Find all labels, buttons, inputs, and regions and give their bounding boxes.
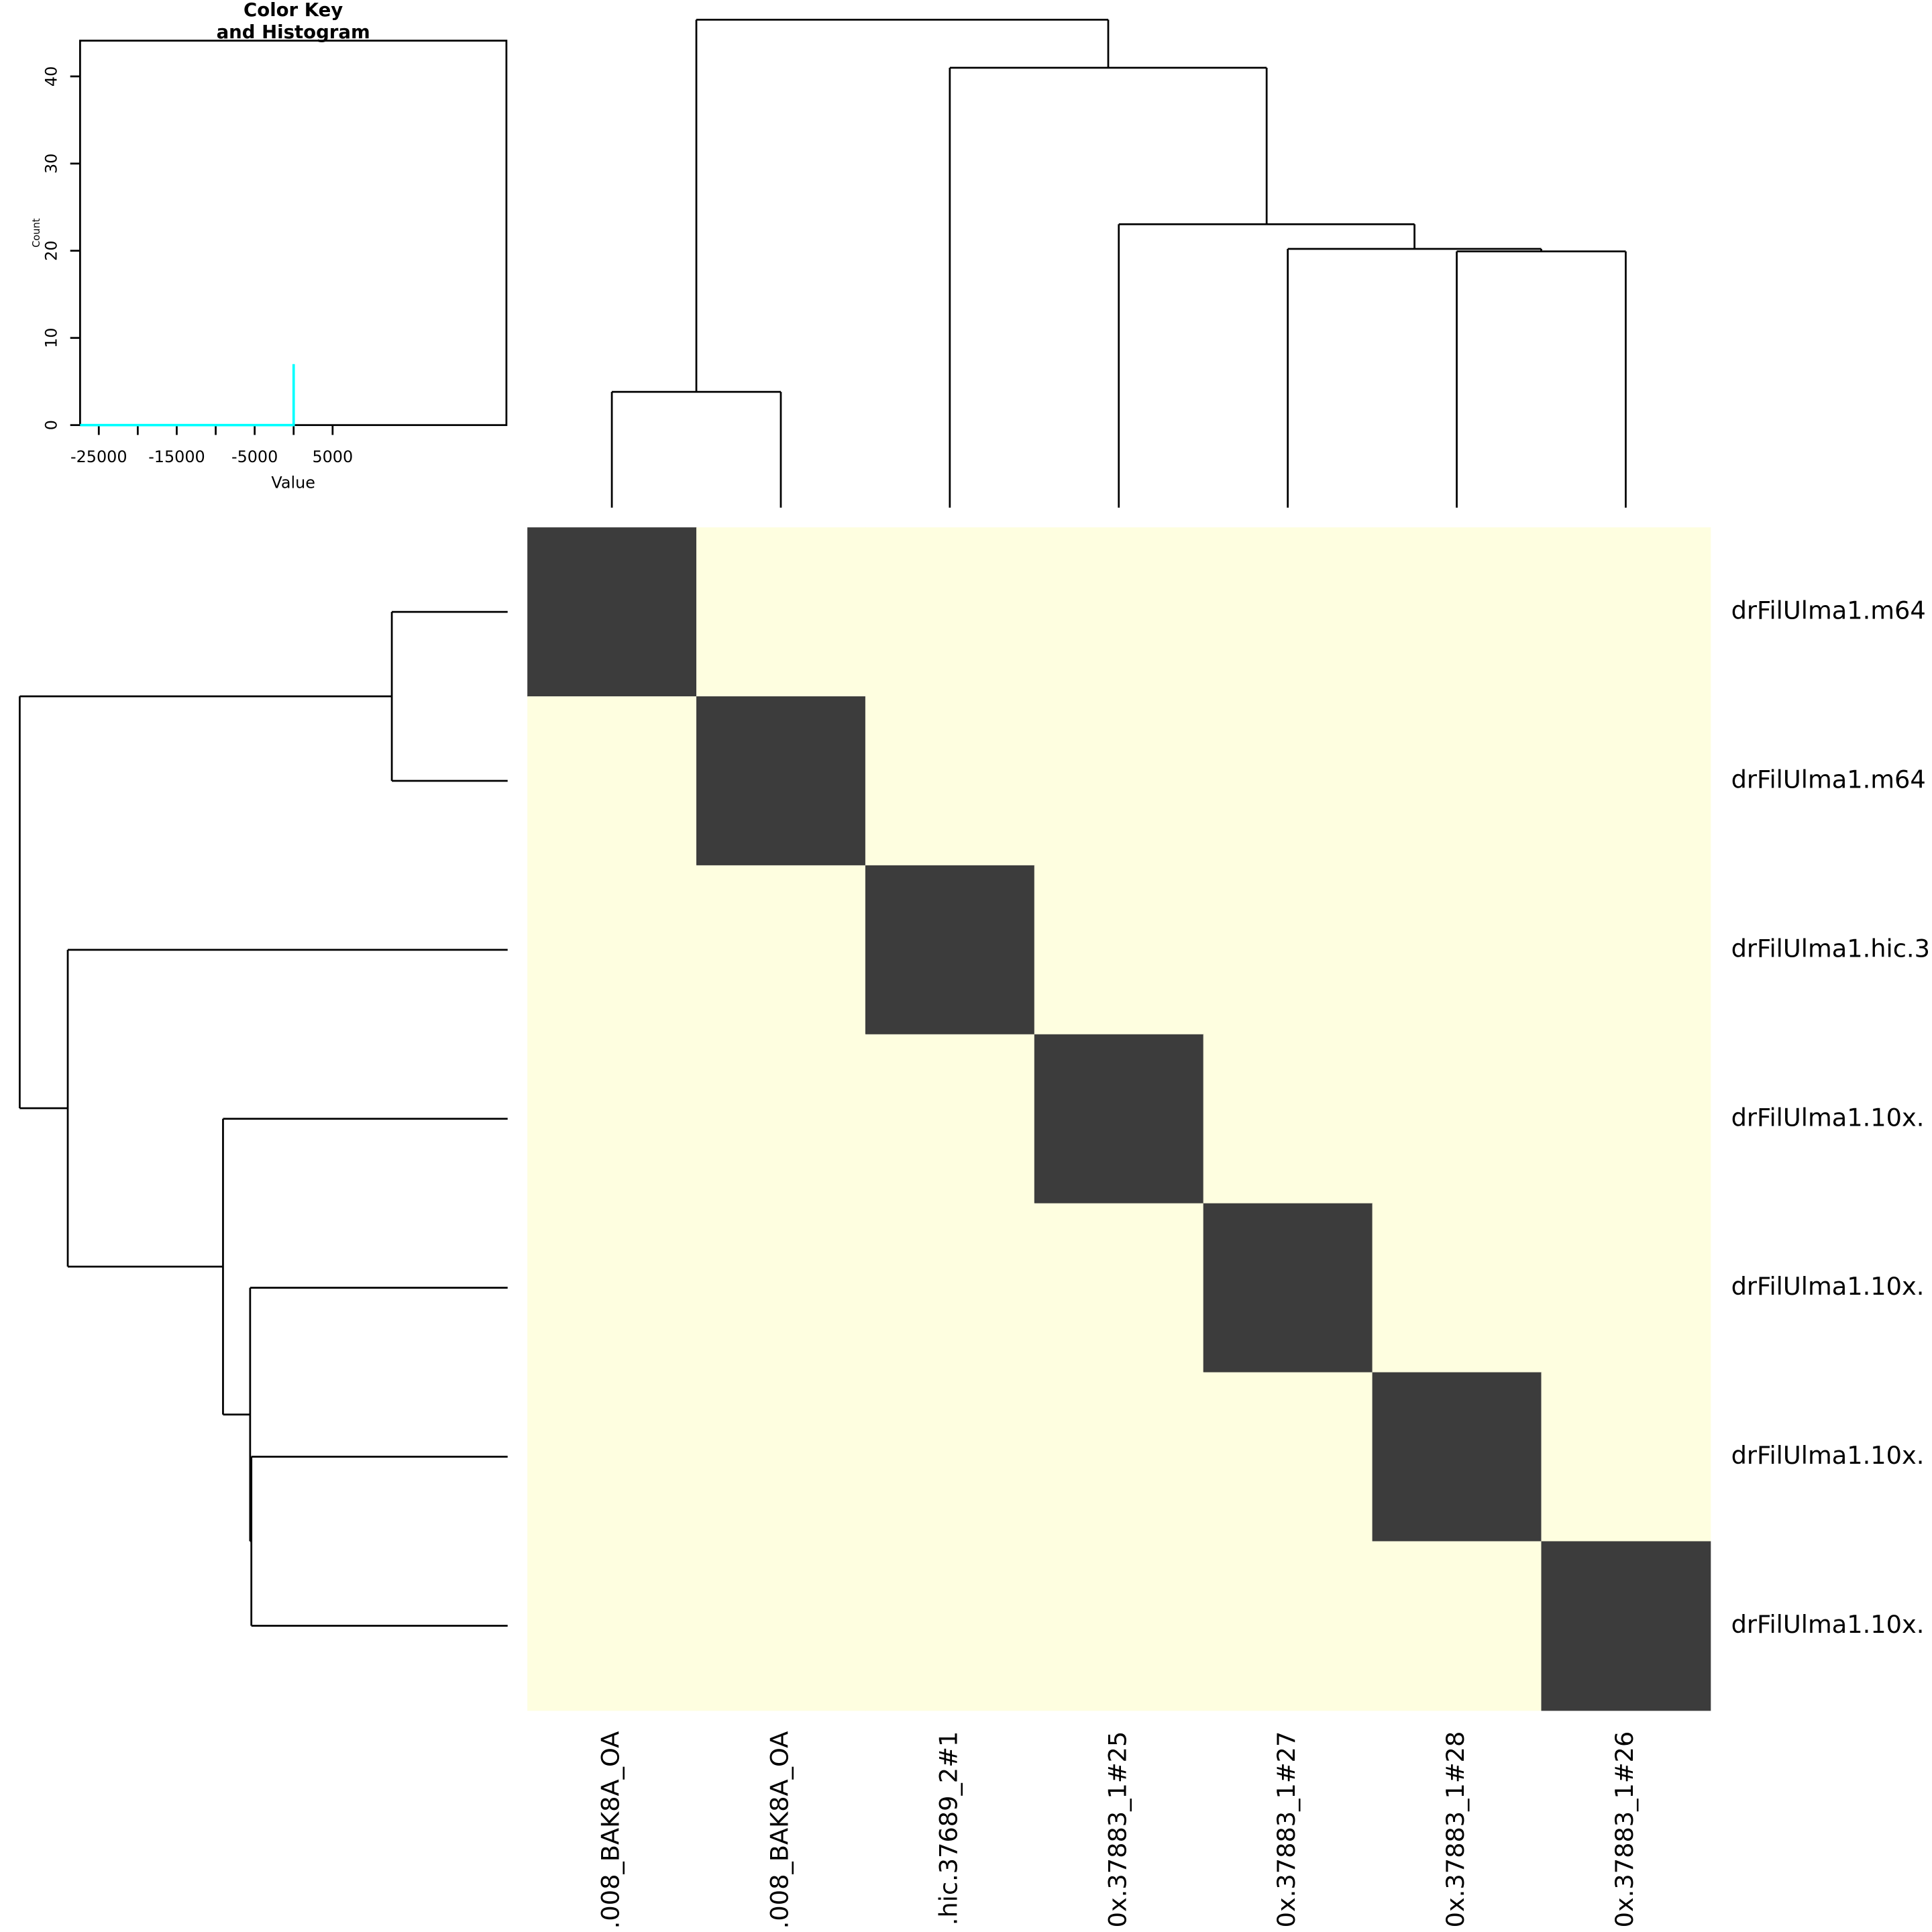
- heatmap-cell: [696, 1203, 866, 1373]
- heatmap-cell: [1203, 696, 1373, 866]
- heatmap-cell: [1372, 865, 1542, 1035]
- heatmap-cell: [527, 865, 697, 1035]
- column-label: 0x.37883_1#27: [1272, 1731, 1301, 1928]
- heatmap-cell: [865, 696, 1035, 866]
- heatmap-cell: [527, 1541, 697, 1711]
- heatmap-cell: [865, 527, 1035, 697]
- heatmap-cell: [1541, 1372, 1711, 1542]
- heatmap-cell: [1541, 527, 1711, 697]
- heatmap-cell: [696, 1034, 866, 1204]
- heatmap-cell: [1034, 865, 1204, 1035]
- heatmap-cell: [1203, 1203, 1373, 1373]
- heatmap-cell: [1034, 1034, 1204, 1204]
- heatmap-cell: [1541, 1203, 1711, 1373]
- y-axis-label: Count: [31, 218, 42, 248]
- row-label: drFilUlma1.m64: [1731, 765, 1926, 794]
- heatmap-cell: [696, 696, 866, 866]
- heatmap-cell: [1034, 1203, 1204, 1373]
- heatmap-cell: [1372, 1034, 1542, 1204]
- row-label: drFilUlma1.10x.: [1731, 1441, 1925, 1470]
- y-tick-label: 20: [42, 241, 60, 261]
- density-trace: [80, 364, 295, 427]
- heatmap-cell: [1034, 1372, 1204, 1542]
- heatmap-cell: [1372, 527, 1542, 697]
- heatmap-cell: [865, 1203, 1035, 1373]
- heatmap-cell: [865, 1541, 1035, 1711]
- heatmap-cell: [1203, 1034, 1373, 1204]
- heatmap-cell: [696, 1372, 866, 1542]
- heatmap-cell: [865, 1034, 1035, 1204]
- heatmap-cell: [1541, 1541, 1711, 1711]
- row-label: drFilUlma1.hic.3: [1731, 934, 1930, 963]
- column-label: 0x.37883_1#26: [1610, 1731, 1639, 1928]
- column-label: .008_BAK8A_OA: [596, 1731, 625, 1929]
- heatmap-cell: [1541, 865, 1711, 1035]
- heatmap-cell: [1372, 696, 1542, 866]
- heatmap-cell: [1203, 865, 1373, 1035]
- y-tick-label: 40: [42, 66, 60, 87]
- chart-title: Color Key: [244, 0, 343, 21]
- column-label: .hic.37689_2#1: [934, 1731, 963, 1926]
- heatmap-cell: [865, 865, 1035, 1035]
- heatmap-cell: [1541, 696, 1711, 866]
- column-label: 0x.37883_1#25: [1103, 1731, 1132, 1928]
- row-label: drFilUlma1.10x.: [1731, 1272, 1925, 1301]
- x-tick-label: -15000: [148, 447, 205, 466]
- y-tick-label: 30: [42, 154, 60, 174]
- heatmap-cell: [527, 1372, 697, 1542]
- heatmap-cell: [1203, 527, 1373, 697]
- heatmap-cell: [865, 1372, 1035, 1542]
- heatmap-cell: [1034, 1541, 1204, 1711]
- x-axis-label: Value: [271, 473, 315, 492]
- heatmap-cell: [527, 527, 697, 697]
- x-tick-label: -25000: [70, 447, 127, 466]
- heatmap-cell: [1034, 527, 1204, 697]
- heatmap-cell: [1372, 1541, 1542, 1711]
- heatmap-cell: [1203, 1541, 1373, 1711]
- heatmap-cell: [527, 1034, 697, 1204]
- heatmap-cell: [696, 865, 866, 1035]
- heatmap-cell: [1541, 1034, 1711, 1204]
- x-tick-label: 5000: [312, 447, 353, 466]
- x-tick-label: -5000: [231, 447, 278, 466]
- row-label: drFilUlma1.10x.: [1731, 1610, 1925, 1639]
- column-label: .008_BAK8A_OA: [765, 1731, 794, 1929]
- row-label: drFilUlma1.10x.: [1731, 1103, 1925, 1132]
- heatmap-cell: [696, 1541, 866, 1711]
- y-tick-label: 0: [42, 420, 60, 430]
- row-label: drFilUlma1.m64: [1731, 596, 1926, 625]
- chart-title: and Histogram: [217, 21, 370, 43]
- heatmap-cell: [1034, 696, 1204, 866]
- column-label: 0x.37883_1#28: [1441, 1731, 1470, 1928]
- heatmap-cell: [696, 527, 866, 697]
- heatmap-cell: [527, 1203, 697, 1373]
- heatmap-cell: [1372, 1203, 1542, 1373]
- y-tick-label: 10: [42, 328, 60, 348]
- heatmap-cell: [1372, 1372, 1542, 1542]
- heatmap-cell: [527, 696, 697, 866]
- heatmap-cell: [1203, 1372, 1373, 1542]
